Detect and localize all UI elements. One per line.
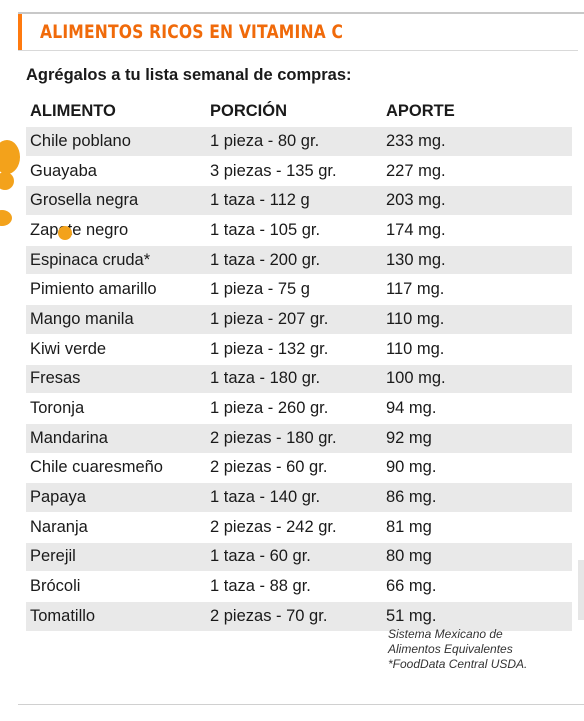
cell-aporte: 81 mg xyxy=(382,511,572,543)
cell-aporte: 66 mg. xyxy=(382,571,572,602)
cell-alimento: Mango manila xyxy=(26,304,206,335)
cell-alimento: Chile poblano xyxy=(26,126,206,157)
cell-porcion: 3 piezas - 135 gr. xyxy=(206,155,382,186)
cell-aporte: 130 mg. xyxy=(382,244,572,275)
table-row: Tomatillo 2 piezas - 70 gr. 51 mg. xyxy=(26,600,572,631)
table-row: Chile poblano 1 pieza - 80 gr. 233 mg. xyxy=(26,126,572,157)
cell-porcion: 1 pieza - 75 g xyxy=(206,274,382,305)
cell-porcion: 1 taza - 200 gr. xyxy=(206,244,382,275)
cell-aporte: 203 mg. xyxy=(382,185,572,216)
table-header-row: ALIMENTO PORCIÓN APORTE xyxy=(26,96,572,127)
vitamin-c-table: ALIMENTO PORCIÓN APORTE Chile poblano 1 p… xyxy=(26,96,572,631)
cell-alimento: Zapote negro xyxy=(26,215,206,246)
cell-porcion: 2 piezas - 70 gr. xyxy=(206,600,382,631)
cell-aporte: 92 mg xyxy=(382,422,572,454)
cell-alimento: Grosella negra xyxy=(26,185,206,216)
fruit-decoration-icon xyxy=(0,140,20,174)
cell-porcion: 1 taza - 140 gr. xyxy=(206,482,382,513)
cell-porcion: 1 pieza - 132 gr. xyxy=(206,333,382,364)
cell-porcion: 1 pieza - 260 gr. xyxy=(206,393,382,424)
cell-aporte: 94 mg. xyxy=(382,393,572,424)
fruit-decoration-icon xyxy=(58,226,72,240)
cell-alimento: Fresas xyxy=(26,363,206,394)
table-row: Fresas 1 taza - 180 gr. 100 mg. xyxy=(26,363,572,394)
table-row: Toronja 1 pieza - 260 gr. 94 mg. xyxy=(26,393,572,424)
cell-alimento: Pimiento amarillo xyxy=(26,274,206,305)
cell-porcion: 1 taza - 60 gr. xyxy=(206,541,382,572)
fruit-decoration-icon xyxy=(0,172,14,190)
cell-porcion: 1 taza - 112 g xyxy=(206,185,382,216)
cell-alimento: Kiwi verde xyxy=(26,333,206,364)
table-row: Papaya 1 taza - 140 gr. 86 mg. xyxy=(26,482,572,513)
source-line: *FoodData Central USDA. xyxy=(388,657,528,671)
cell-aporte: 174 mg. xyxy=(382,215,572,246)
cell-porcion: 1 pieza - 80 gr. xyxy=(206,126,382,157)
cell-porcion: 2 piezas - 60 gr. xyxy=(206,452,382,483)
cell-alimento: Guayaba xyxy=(26,155,206,186)
cell-alimento: Papaya xyxy=(26,482,206,513)
source-note: Sistema Mexicano de Alimentos Equivalent… xyxy=(388,627,527,672)
cell-porcion: 2 piezas - 242 gr. xyxy=(206,511,382,543)
cell-porcion: 1 taza - 180 gr. xyxy=(206,363,382,394)
table-row: Zapote negro 1 taza - 105 gr. 174 mg. xyxy=(26,215,572,246)
cell-alimento: Perejil xyxy=(26,541,206,572)
edge-shading xyxy=(578,560,584,620)
cell-alimento: Chile cuaresmeño xyxy=(26,452,206,483)
page-title: ALIMENTOS RICOS EN VITAMINA C xyxy=(40,21,344,43)
header-alimento: ALIMENTO xyxy=(30,101,116,120)
fruit-decoration-icon xyxy=(0,210,12,226)
cell-aporte: 51 mg. xyxy=(382,600,572,631)
cell-porcion: 2 piezas - 180 gr. xyxy=(206,422,382,454)
cell-aporte: 80 mg xyxy=(382,541,572,572)
table-row: Espinaca cruda* 1 taza - 200 gr. 130 mg. xyxy=(26,244,572,275)
cell-porcion: 1 taza - 88 gr. xyxy=(206,571,382,602)
header-aporte: APORTE xyxy=(386,101,455,120)
table-body: Chile poblano 1 pieza - 80 gr. 233 mg. Guay… xyxy=(26,126,572,631)
title-rule xyxy=(18,50,578,51)
top-rule xyxy=(18,12,584,14)
cell-aporte: 100 mg. xyxy=(382,363,572,394)
table-row: Mango manila 1 pieza - 207 gr. 110 mg. xyxy=(26,304,572,335)
header-porcion: PORCIÓN xyxy=(210,101,288,120)
cell-aporte: 90 mg. xyxy=(382,452,572,483)
cell-alimento: Brócoli xyxy=(26,571,206,602)
table-row: Brócoli 1 taza - 88 gr. 66 mg. xyxy=(26,571,572,602)
source-line: Sistema Mexicano de xyxy=(388,627,503,641)
source-line: Alimentos Equivalentes xyxy=(388,642,513,656)
table-row: Grosella negra 1 taza - 112 g 203 mg. xyxy=(26,185,572,216)
table-row: Mandarina 2 piezas - 180 gr. 92 mg xyxy=(26,422,572,454)
table-row: Perejil 1 taza - 60 gr. 80 mg xyxy=(26,541,572,572)
cell-aporte: 227 mg. xyxy=(382,155,572,186)
cell-alimento: Tomatillo xyxy=(26,600,206,631)
table-row: Naranja 2 piezas - 242 gr. 81 mg xyxy=(26,511,572,543)
cell-aporte: 117 mg. xyxy=(382,274,572,305)
cell-porcion: 1 taza - 105 gr. xyxy=(206,215,382,246)
table-row: Kiwi verde 1 pieza - 132 gr. 110 mg. xyxy=(26,333,572,364)
bottom-rule xyxy=(18,704,584,705)
cell-aporte: 110 mg. xyxy=(382,333,572,364)
cell-porcion: 1 pieza - 207 gr. xyxy=(206,304,382,335)
title-bar: ALIMENTOS RICOS EN VITAMINA C xyxy=(18,14,578,50)
cell-alimento: Mandarina xyxy=(26,422,206,454)
cell-aporte: 233 mg. xyxy=(382,126,572,157)
cell-alimento: Toronja xyxy=(26,393,206,424)
table-row: Pimiento amarillo 1 pieza - 75 g 117 mg. xyxy=(26,274,572,305)
cell-aporte: 110 mg. xyxy=(382,304,572,335)
cell-alimento: Naranja xyxy=(26,511,206,543)
table-row: Chile cuaresmeño 2 piezas - 60 gr. 90 mg. xyxy=(26,452,572,483)
table-row: Guayaba 3 piezas - 135 gr. 227 mg. xyxy=(26,155,572,186)
subtitle: Agrégalos a tu lista semanal de compras: xyxy=(26,66,352,84)
cell-aporte: 86 mg. xyxy=(382,482,572,513)
cell-alimento: Espinaca cruda* xyxy=(26,244,206,275)
